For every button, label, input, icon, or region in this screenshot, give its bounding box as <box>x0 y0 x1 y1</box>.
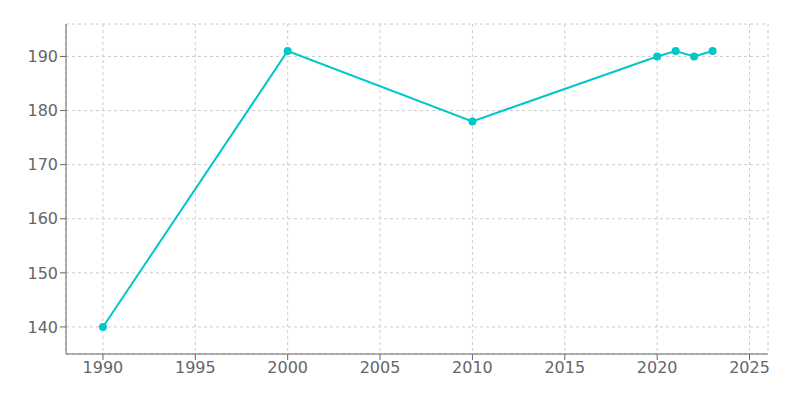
svg-text:2010: 2010 <box>452 358 493 377</box>
svg-text:180: 180 <box>27 101 58 120</box>
svg-text:190: 190 <box>27 47 58 66</box>
svg-text:1990: 1990 <box>83 358 124 377</box>
svg-text:160: 160 <box>27 209 58 228</box>
svg-text:2000: 2000 <box>267 358 308 377</box>
svg-text:2015: 2015 <box>544 358 585 377</box>
svg-text:150: 150 <box>27 264 58 283</box>
svg-text:2025: 2025 <box>729 358 770 377</box>
svg-text:2020: 2020 <box>637 358 678 377</box>
svg-text:1995: 1995 <box>175 358 216 377</box>
svg-text:2005: 2005 <box>360 358 401 377</box>
svg-text:170: 170 <box>27 155 58 174</box>
svg-text:140: 140 <box>27 318 58 337</box>
